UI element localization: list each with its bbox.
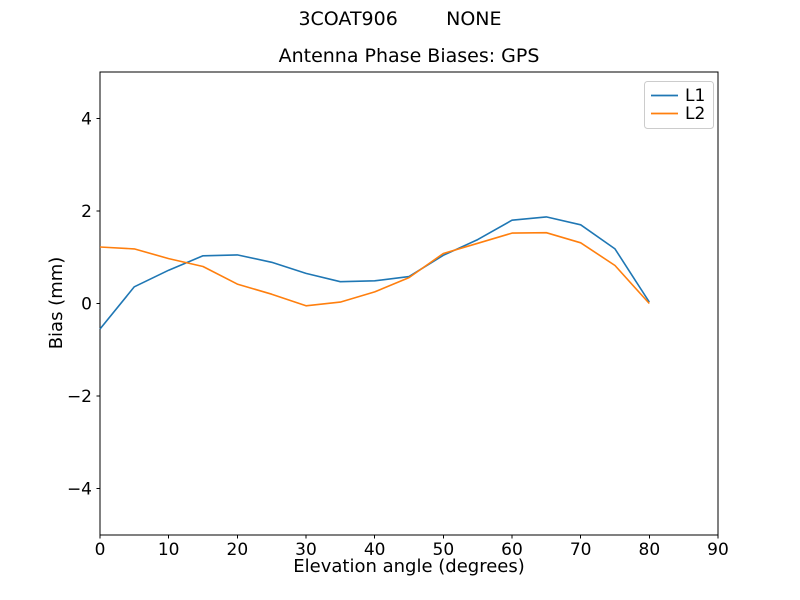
figure-suptitle: 3COAT906 NONE <box>298 8 501 30</box>
x-tick-label: 10 <box>158 540 180 560</box>
x-tick-label: 30 <box>295 540 317 560</box>
y-tick-label: 4 <box>81 109 92 129</box>
x-axis-label: Elevation angle (degrees) <box>293 556 525 577</box>
axes-title: Antenna Phase Biases: GPS <box>279 45 540 67</box>
y-tick-label: −2 <box>67 387 92 407</box>
series-lines <box>99 216 650 330</box>
x-tick-label: 60 <box>501 540 523 560</box>
x-tick-label: 50 <box>433 540 455 560</box>
x-tick-label: 90 <box>707 540 729 560</box>
legend: L1 L2 <box>644 81 714 129</box>
series-line-l1 <box>99 216 650 330</box>
x-tick-label: 80 <box>639 540 661 560</box>
x-tick-label: 70 <box>570 540 592 560</box>
x-tick-label: 20 <box>227 540 249 560</box>
legend-label-l1: L1 <box>685 86 705 106</box>
series-line-l2 <box>99 231 650 307</box>
y-axis-ticks: −4 −2 0 2 4 <box>67 109 100 500</box>
y-tick-label: 2 <box>81 202 92 222</box>
y-axis-label: Bias (mm) <box>46 257 67 350</box>
x-tick-label: 40 <box>364 540 386 560</box>
y-tick-label: 0 <box>81 295 92 315</box>
legend-label-l2: L2 <box>685 104 705 124</box>
legend-frame <box>644 81 714 129</box>
y-tick-label: −4 <box>67 480 92 500</box>
x-axis-ticks: 0 10 20 30 40 50 60 70 80 90 <box>95 535 729 560</box>
x-tick-label: 0 <box>95 540 106 560</box>
plot-area-border <box>99 71 719 536</box>
